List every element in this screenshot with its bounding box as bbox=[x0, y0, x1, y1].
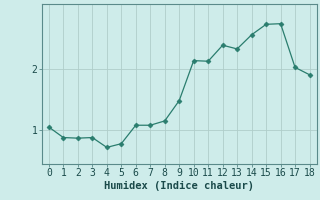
X-axis label: Humidex (Indice chaleur): Humidex (Indice chaleur) bbox=[104, 181, 254, 191]
